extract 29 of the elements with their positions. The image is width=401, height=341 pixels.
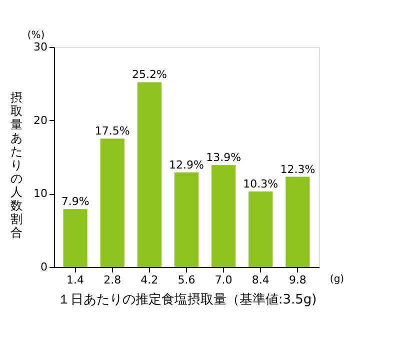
data-label: 12.3% [280, 162, 316, 176]
x-tick-label: 2.8 [104, 274, 122, 286]
bar [174, 172, 199, 267]
data-label: 10.3% [243, 177, 278, 190]
data-label: 13.9% [206, 151, 242, 164]
x-tick-label: 9.8 [288, 274, 306, 286]
y-tick-label: 30 [34, 40, 48, 54]
text: (%) [27, 30, 45, 41]
bar [137, 82, 162, 267]
x-axis-title: １日あたりの推定食塩摂取量（基準値:3.5g) [57, 292, 317, 308]
data-label: 17.5% [94, 124, 130, 138]
y-tick-label: 0 [40, 260, 48, 274]
y-tick-label: 10 [34, 187, 48, 200]
x-tick-label: 5.6 [178, 274, 196, 286]
y-tick-label: 20 [34, 114, 48, 127]
x-tick-label: 8.4 [252, 274, 270, 286]
bar [63, 209, 88, 267]
text: (g) [330, 274, 344, 285]
x-tick-label: 4.2 [140, 274, 158, 286]
data-label: 7.9% [61, 195, 90, 208]
x-tick-label: 7.0 [214, 274, 232, 286]
bar [248, 191, 273, 267]
bar [100, 138, 124, 267]
data-label: 25.2% [132, 68, 167, 82]
x-tick-label: 1.4 [66, 274, 84, 286]
data-label: 12.9% [169, 158, 204, 172]
bar [212, 165, 236, 267]
bar [286, 176, 310, 267]
text: 摂取量あたりの人数割合 [10, 90, 22, 240]
